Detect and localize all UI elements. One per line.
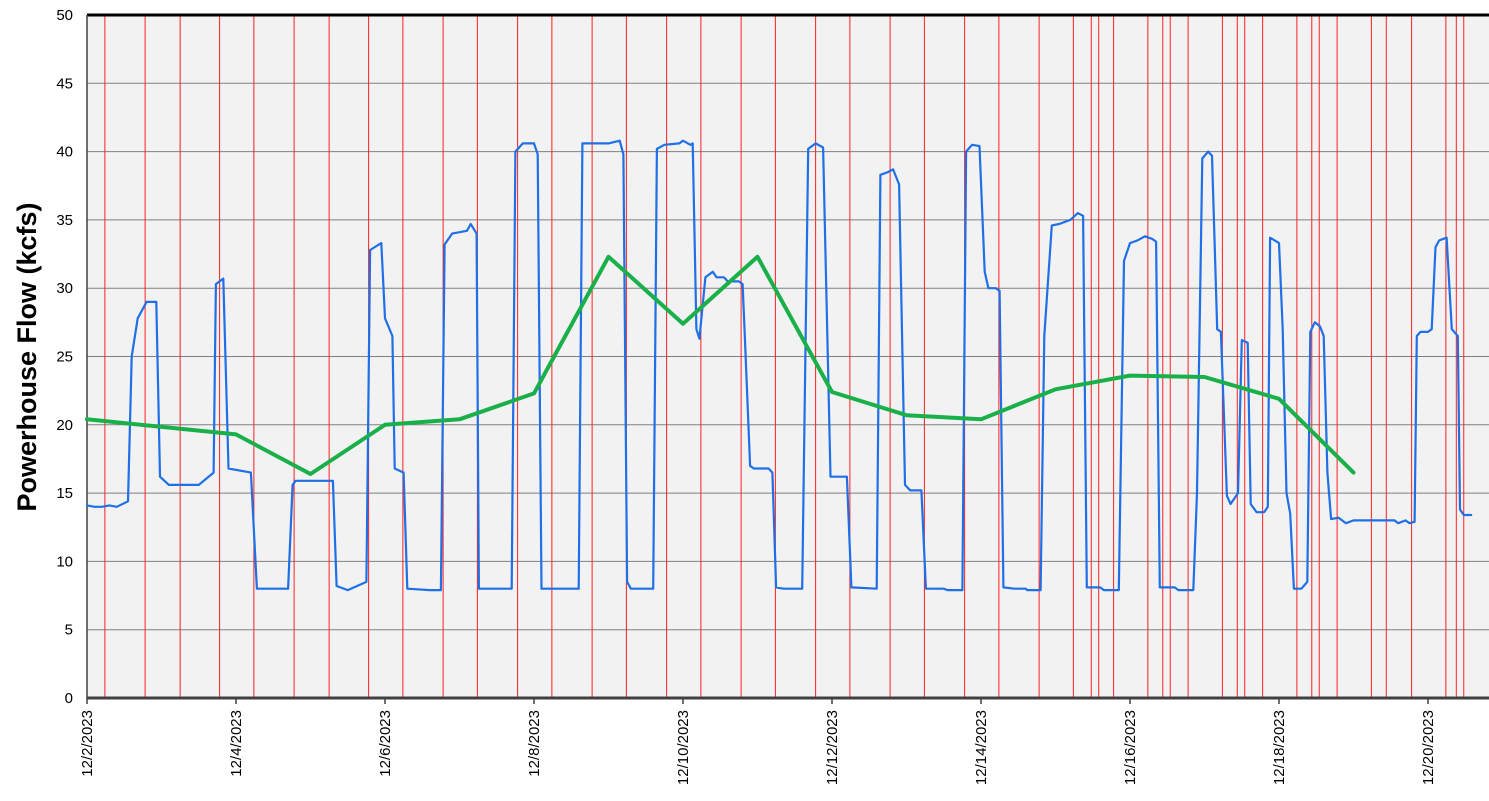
- y-tick-label: 20: [56, 417, 73, 434]
- x-tick-label: 12/4/2023: [228, 710, 245, 777]
- x-tick-label: 12/16/2023: [1122, 710, 1139, 785]
- x-tick-label: 12/12/2023: [824, 710, 841, 785]
- y-tick-label: 40: [56, 144, 73, 161]
- y-tick-label: 10: [56, 553, 73, 570]
- y-tick-label: 0: [65, 690, 73, 707]
- y-tick-label: 15: [56, 485, 73, 502]
- y-tick-label: 45: [56, 75, 73, 92]
- y-tick-label: 35: [56, 212, 73, 229]
- y-tick-label: 30: [56, 280, 73, 297]
- y-tick-label: 25: [56, 349, 73, 366]
- x-tick-label: 12/20/2023: [1420, 710, 1437, 785]
- x-tick-label: 12/14/2023: [973, 710, 990, 785]
- y-tick-label: 5: [65, 622, 73, 639]
- y-axis-title: Powerhouse Flow (kcfs): [12, 202, 42, 511]
- series-line-daily-average: [85, 254, 1356, 476]
- x-tick-label: 12/2/2023: [79, 710, 96, 777]
- x-tick-label: 12/10/2023: [675, 710, 692, 785]
- x-tick-label: 12/18/2023: [1271, 710, 1288, 785]
- x-tick-label: 12/8/2023: [526, 710, 543, 777]
- y-tick-label: 50: [56, 7, 73, 24]
- x-tick-label: 12/6/2023: [377, 710, 394, 777]
